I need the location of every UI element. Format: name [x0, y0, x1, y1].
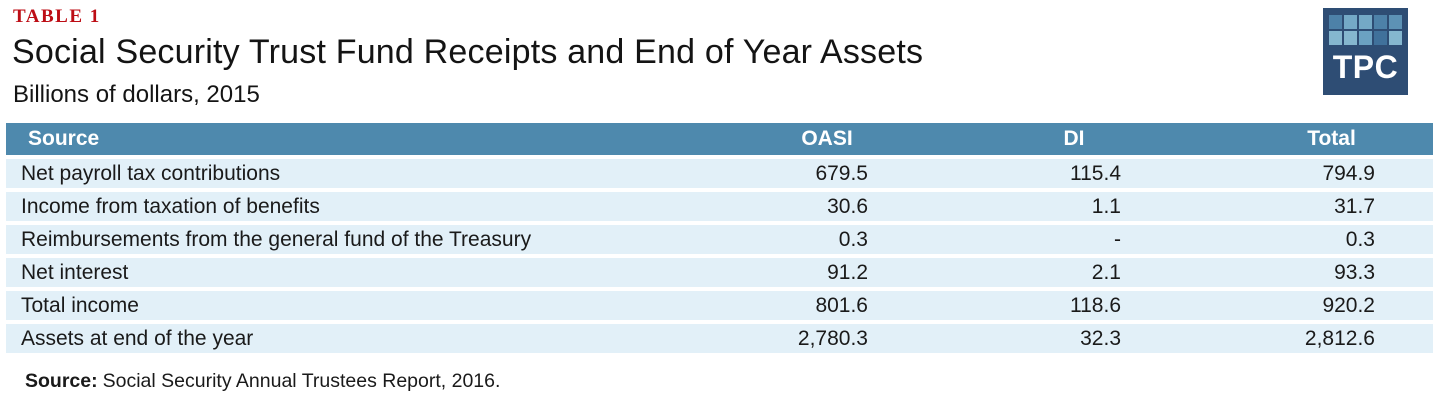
column-header-oasi: OASI: [736, 123, 918, 159]
table-row: Income from taxation of benefits 30.6 1.…: [6, 190, 1433, 225]
di-value: 32.3: [918, 322, 1230, 357]
row-label: Assets at end of the year: [6, 322, 736, 357]
logo-square: [1344, 15, 1357, 29]
row-label: Reimbursements from the general fund of …: [6, 223, 736, 258]
di-value: 115.4: [918, 157, 1230, 192]
oasi-value: 30.6: [736, 190, 918, 225]
row-label: Total income: [6, 289, 736, 324]
logo-square: [1389, 15, 1402, 29]
table-row: Total income 801.6 118.6 920.2: [6, 289, 1433, 324]
oasi-value: 91.2: [736, 256, 918, 291]
total-value: 920.2: [1230, 289, 1433, 324]
table-row: Net interest 91.2 2.1 93.3: [6, 256, 1433, 291]
logo-square: [1359, 15, 1372, 29]
table-number-label: TABLE 1: [13, 6, 101, 27]
table-row: Reimbursements from the general fund of …: [6, 223, 1433, 258]
di-value: -: [918, 223, 1230, 258]
tpc-logo-text: TPC: [1332, 49, 1399, 85]
data-table: Source OASI DI Total Net payroll tax con…: [6, 123, 1433, 357]
total-value: 31.7: [1230, 190, 1433, 225]
row-label: Income from taxation of benefits: [6, 190, 736, 225]
di-value: 2.1: [918, 256, 1230, 291]
source-label: Source:: [25, 370, 98, 392]
oasi-value: 2,780.3: [736, 322, 918, 357]
oasi-value: 0.3: [736, 223, 918, 258]
oasi-value: 801.6: [736, 289, 918, 324]
total-value: 794.9: [1230, 157, 1433, 192]
column-header-total: Total: [1230, 123, 1433, 159]
source-text: Social Security Annual Trustees Report, …: [102, 370, 501, 392]
di-value: 1.1: [918, 190, 1230, 225]
logo-square: [1389, 31, 1402, 45]
total-value: 2,812.6: [1230, 322, 1433, 357]
total-value: 93.3: [1230, 256, 1433, 291]
source-note: Source: Social Security Annual Trustees R…: [25, 370, 500, 393]
row-label: Net payroll tax contributions: [6, 157, 736, 192]
column-header-di: DI: [918, 123, 1230, 159]
di-value: 118.6: [918, 289, 1230, 324]
tpc-logo-grid-icon: [1329, 15, 1402, 45]
page-title: Social Security Trust Fund Receipts and …: [12, 33, 924, 71]
subtitle: Billions of dollars, 2015: [13, 81, 260, 108]
total-value: 0.3: [1230, 223, 1433, 258]
logo-square: [1329, 15, 1342, 29]
table-row: Assets at end of the year 2,780.3 32.3 2…: [6, 322, 1433, 357]
logo-square: [1359, 31, 1372, 45]
column-header-source: Source: [6, 123, 736, 159]
row-label: Net interest: [6, 256, 736, 291]
table-row: Net payroll tax contributions 679.5 115.…: [6, 157, 1433, 192]
logo-square: [1329, 31, 1342, 45]
oasi-value: 679.5: [736, 157, 918, 192]
table-header-row: Source OASI DI Total: [6, 123, 1433, 159]
tpc-logo: TPC: [1323, 8, 1408, 95]
logo-square: [1374, 31, 1387, 45]
logo-square: [1374, 15, 1387, 29]
logo-square: [1344, 31, 1357, 45]
